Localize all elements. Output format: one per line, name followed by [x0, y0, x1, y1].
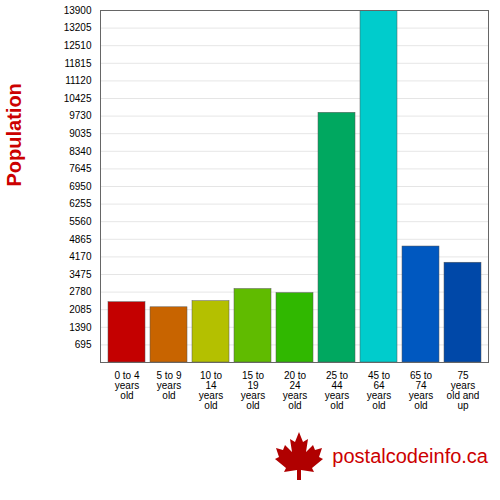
- svg-text:4170: 4170: [69, 251, 92, 262]
- svg-text:13900: 13900: [64, 5, 92, 16]
- svg-text:65 to74yearsold: 65 to74yearsold: [409, 370, 433, 411]
- svg-text:695: 695: [75, 339, 92, 350]
- svg-text:11120: 11120: [65, 75, 92, 86]
- svg-text:6950: 6950: [69, 181, 92, 192]
- svg-text:7645: 7645: [69, 163, 92, 174]
- svg-text:25 to44yearsold: 25 to44yearsold: [325, 370, 349, 411]
- svg-text:9730: 9730: [69, 110, 92, 121]
- svg-text:45 to64yearsold: 45 to64yearsold: [367, 370, 391, 411]
- svg-text:Population: Population: [3, 83, 25, 186]
- svg-text:10425: 10425: [64, 93, 92, 104]
- html-text:postalcodeinfo.ca: postalcodeinfo.ca: [332, 444, 488, 467]
- svg-text:11815: 11815: [64, 58, 92, 69]
- svg-text:4865: 4865: [69, 234, 92, 245]
- svg-text:2085: 2085: [69, 304, 92, 315]
- svg-text:20 to24yearsold: 20 to24yearsold: [283, 370, 307, 411]
- svg-text:5560: 5560: [69, 216, 92, 227]
- svg-text:9035: 9035: [69, 128, 92, 139]
- svg-text:1390: 1390: [69, 322, 92, 333]
- svg-text:10 to14yearsold: 10 to14yearsold: [199, 370, 223, 411]
- svg-text:12510: 12510: [64, 40, 92, 51]
- svg-text:3475: 3475: [69, 269, 92, 280]
- svg-text:0 to 4yearsold: 0 to 4yearsold: [114, 370, 139, 401]
- svg-text:75yearsold andup: 75yearsold andup: [447, 370, 480, 411]
- svg-text:2780: 2780: [69, 286, 92, 297]
- svg-text:6255: 6255: [69, 198, 92, 209]
- svg-text:5 to 9yearsold: 5 to 9yearsold: [156, 370, 181, 401]
- svg-text:15 to19yearsold: 15 to19yearsold: [241, 370, 265, 411]
- svg-text:8340: 8340: [69, 146, 92, 157]
- svg-text:13205: 13205: [64, 22, 92, 33]
